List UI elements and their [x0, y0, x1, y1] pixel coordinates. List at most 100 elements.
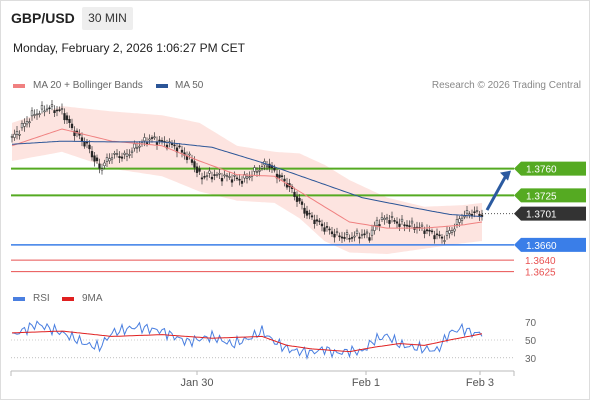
candle-body	[358, 236, 361, 239]
candle-body	[298, 197, 301, 202]
candle-body	[23, 123, 26, 127]
candle-body	[455, 219, 459, 225]
candle-body	[260, 166, 264, 169]
candle-body	[118, 156, 121, 158]
candle-body	[40, 105, 44, 110]
candle-body	[445, 231, 449, 236]
candle-body	[348, 237, 351, 240]
candle-body	[238, 178, 241, 181]
candle-body	[83, 141, 86, 147]
level-label-1.3725: 1.3725	[526, 191, 557, 202]
level-label-1.3625: 1.3625	[525, 268, 556, 279]
candle-body	[230, 179, 234, 183]
candle-body	[178, 145, 181, 148]
candle-body	[45, 108, 49, 111]
candle-body	[405, 224, 409, 227]
candle-body	[105, 157, 109, 162]
candle-body	[458, 218, 461, 223]
candle-body	[340, 236, 344, 239]
candle-body	[393, 220, 396, 222]
candle-body	[448, 230, 451, 234]
candle-body	[453, 228, 456, 232]
candle-body	[53, 110, 56, 114]
candle-body	[478, 213, 481, 216]
candle-body	[210, 176, 214, 180]
candle-body	[25, 121, 29, 125]
candle-body	[443, 240, 446, 242]
level-tag-1.3660	[514, 237, 586, 252]
candle-body	[323, 227, 326, 232]
candle-body	[68, 119, 71, 123]
candle-body	[368, 237, 371, 241]
candle-body	[93, 155, 96, 162]
candle-body	[380, 217, 384, 220]
candle-body	[208, 170, 211, 174]
candle-body	[385, 217, 389, 220]
candle-body	[258, 170, 261, 172]
candle-body	[328, 228, 331, 231]
candle-body	[390, 216, 394, 218]
candle-body	[410, 220, 414, 224]
level-tag-1.3701	[514, 206, 586, 221]
candle-body	[13, 133, 16, 138]
candle-body	[28, 121, 31, 124]
candle-body	[98, 163, 101, 169]
candle-body	[235, 177, 239, 180]
candle-body	[80, 137, 84, 142]
candle-body	[138, 145, 141, 148]
candle-body	[153, 136, 156, 139]
level-label-1.3701: 1.3701	[526, 210, 557, 221]
projection-arrow-head	[500, 170, 511, 181]
candle-body	[383, 217, 386, 220]
symbol-title: GBP/USD	[11, 10, 75, 26]
candle-body	[108, 158, 111, 162]
candle-body	[120, 156, 124, 159]
candle-body	[240, 180, 244, 184]
candle-body	[145, 142, 149, 144]
projection-arrow-shaft	[485, 174, 508, 211]
candle-body	[158, 139, 161, 142]
rsi-ma-line	[11, 330, 483, 353]
candle-body	[303, 207, 306, 214]
candle-body	[273, 167, 276, 171]
level-tag-1.3760	[514, 161, 586, 176]
candle-body	[420, 224, 424, 227]
candle-body	[133, 143, 136, 149]
candle-body	[253, 167, 256, 172]
candle-body	[365, 231, 369, 234]
candle-body	[243, 174, 246, 179]
candle-body	[345, 232, 349, 235]
candle-body	[110, 157, 114, 160]
candle-body	[150, 137, 154, 139]
candle-body	[43, 110, 46, 113]
candle-body	[55, 109, 59, 112]
candle-body	[425, 229, 429, 232]
candle-body	[475, 210, 479, 212]
candle-body	[245, 176, 249, 179]
timeframe-badge[interactable]: 30 MIN	[82, 7, 133, 30]
candle-body	[48, 107, 51, 110]
candle-body	[115, 153, 119, 155]
candle-body	[280, 175, 284, 177]
candle-body	[215, 174, 219, 176]
candle-body	[113, 153, 116, 155]
candle-body	[170, 143, 174, 145]
candle-body	[20, 123, 24, 129]
candle-body	[90, 151, 94, 158]
candle-body	[198, 168, 201, 172]
candle-body	[130, 150, 134, 153]
candle-body	[188, 153, 191, 156]
candle-body	[373, 225, 376, 231]
candle-body	[50, 104, 54, 107]
candle-body	[313, 219, 316, 224]
candle-body	[408, 225, 411, 228]
candle-body	[353, 235, 356, 238]
datetime-label: Monday, February 2, 2026 1:06:27 PM CET	[13, 41, 245, 55]
candle-body	[315, 219, 319, 222]
candle-body	[330, 231, 334, 235]
candle-body	[193, 161, 196, 168]
candle-body	[88, 144, 91, 150]
candle-body	[143, 137, 146, 142]
level-label-1.3640: 1.3640	[525, 256, 556, 267]
candle-body	[128, 154, 131, 156]
